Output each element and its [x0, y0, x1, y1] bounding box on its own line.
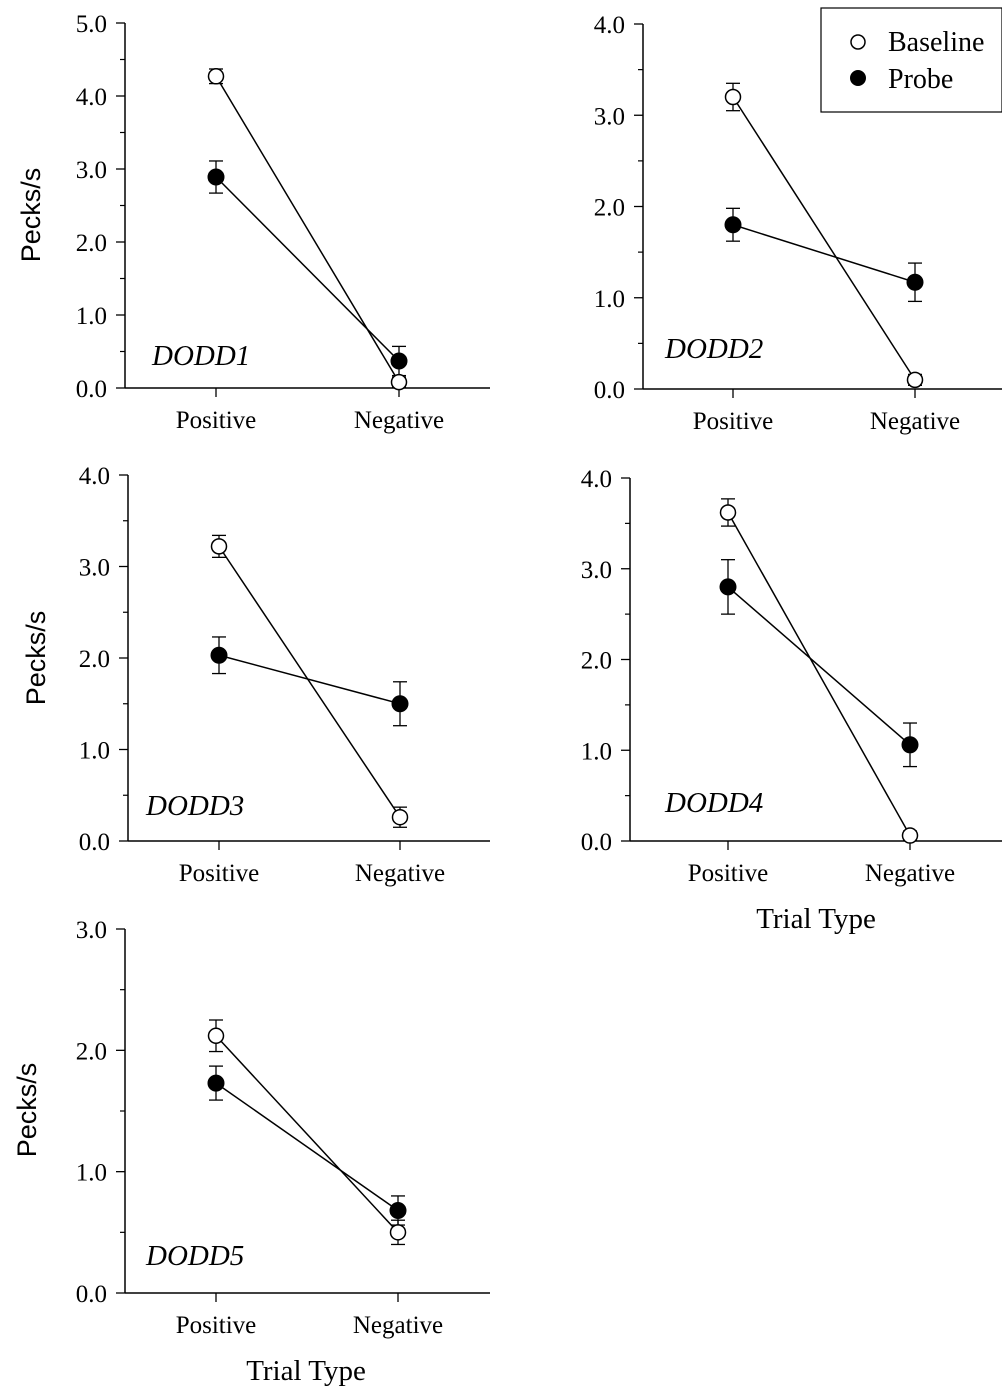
x-axis-title: Trial Type	[246, 1355, 366, 1387]
y-tick-label: 3.0	[76, 917, 107, 944]
x-tick-label: Negative	[865, 860, 955, 887]
y-axis-title: Pecks/s	[16, 168, 46, 263]
baseline-series-line	[218, 545, 401, 818]
panel-label: DODD2	[664, 333, 763, 365]
baseline-series-line	[215, 1035, 399, 1233]
baseline-point	[207, 68, 225, 85]
panel-label: DODD5	[145, 1240, 244, 1272]
probe-series-line	[732, 224, 916, 283]
y-tick-label: 0.0	[76, 1281, 107, 1308]
legend-box	[820, 7, 1002, 113]
panel-2: 0.0 1.0 2.0 3.0 4.0 Positive Negative DODD2	[594, 12, 1002, 435]
legend-probe-marker	[850, 70, 866, 86]
y-tick-label: 1.0	[79, 738, 110, 765]
panel-1: 0.0 1.0 2.0 3.0 4.0 5.0 Positive Negative Pecks/…	[16, 11, 490, 434]
baseline-point	[724, 88, 742, 106]
legend-baseline-marker	[850, 34, 866, 50]
probe-point	[207, 168, 225, 186]
probe-point	[210, 646, 228, 664]
probe-point	[724, 216, 742, 234]
y-tick-label: 1.0	[594, 286, 625, 313]
panel-3: 0.0 1.0 2.0 3.0 4.0 Positive Negative Pecks/s DO…	[21, 463, 490, 887]
y-tick-label: 1.0	[581, 738, 612, 765]
y-tick-label: 4.0	[79, 463, 110, 490]
panel-label: DODD3	[145, 790, 244, 822]
probe-point	[390, 352, 408, 370]
x-tick-label: Negative	[353, 1312, 443, 1339]
panel-4: 0.0 1.0 2.0 3.0 4.0 Positive Negative Trial Typ…	[581, 466, 1002, 935]
y-tick-label: 3.0	[76, 157, 107, 184]
legend-baseline-label: Baseline	[888, 27, 984, 58]
y-tick-label: 2.0	[76, 230, 107, 257]
panel-5: 0.0 1.0 2.0 3.0 Positive Negative Pecks/s Trial…	[12, 917, 490, 1387]
y-tick-label: 2.0	[581, 648, 612, 675]
baseline-point	[906, 371, 924, 389]
y-axis-title: Pecks/s	[12, 1063, 42, 1158]
probe-series-line	[215, 176, 400, 362]
probe-series-line	[218, 654, 401, 705]
y-tick-label: 1.0	[76, 1160, 107, 1187]
baseline-point	[901, 827, 919, 844]
y-axis-title: Pecks/s	[21, 611, 51, 706]
y-tick-label: 0.0	[594, 377, 625, 404]
probe-series-line	[215, 1082, 399, 1212]
baseline-series-line	[732, 96, 916, 381]
panel-label: DODD4	[664, 787, 763, 819]
x-tick-label: Positive	[176, 1312, 257, 1339]
y-tick-label: 0.0	[76, 376, 107, 403]
x-tick-label: Negative	[355, 860, 445, 887]
y-tick-label: 2.0	[79, 646, 110, 673]
baseline-point	[210, 538, 228, 555]
panel-label: DODD1	[151, 340, 250, 372]
x-tick-label: Negative	[870, 408, 960, 435]
y-tick-label: 3.0	[79, 555, 110, 582]
probe-point	[719, 578, 737, 596]
x-tick-label: Negative	[354, 407, 444, 434]
baseline-point	[207, 1027, 225, 1045]
probe-point	[391, 695, 409, 713]
baseline-series-line	[727, 512, 911, 836]
x-tick-label: Positive	[693, 408, 774, 435]
y-tick-label: 4.0	[581, 466, 612, 493]
baseline-point	[719, 504, 737, 521]
y-tick-label: 3.0	[581, 557, 612, 584]
x-tick-label: Positive	[176, 407, 257, 434]
legend: Baseline Probe	[820, 7, 1002, 113]
y-tick-label: 5.0	[76, 11, 107, 38]
y-tick-label: 4.0	[594, 12, 625, 39]
probe-point	[389, 1201, 407, 1219]
probe-point	[906, 273, 924, 291]
baseline-series-line	[215, 75, 400, 383]
probe-point	[901, 736, 919, 754]
x-axis-title: Trial Type	[756, 903, 876, 935]
legend-probe-label: Probe	[888, 64, 953, 95]
x-tick-label: Positive	[688, 860, 769, 887]
y-tick-label: 2.0	[594, 195, 625, 222]
probe-series-line	[727, 586, 911, 746]
y-tick-label: 2.0	[76, 1038, 107, 1065]
probe-point	[207, 1074, 225, 1092]
baseline-point	[391, 808, 409, 826]
baseline-point	[389, 1224, 407, 1241]
baseline-point	[390, 373, 408, 391]
y-tick-label: 3.0	[594, 103, 625, 130]
y-tick-label: 1.0	[76, 303, 107, 330]
y-tick-label: 4.0	[76, 84, 107, 111]
panels: 0.0 1.0 2.0 3.0 4.0 5.0 Positive Negative Pecks/…	[12, 11, 1002, 1387]
y-tick-label: 0.0	[79, 829, 110, 856]
x-tick-label: Positive	[179, 860, 260, 887]
y-tick-label: 0.0	[581, 829, 612, 856]
